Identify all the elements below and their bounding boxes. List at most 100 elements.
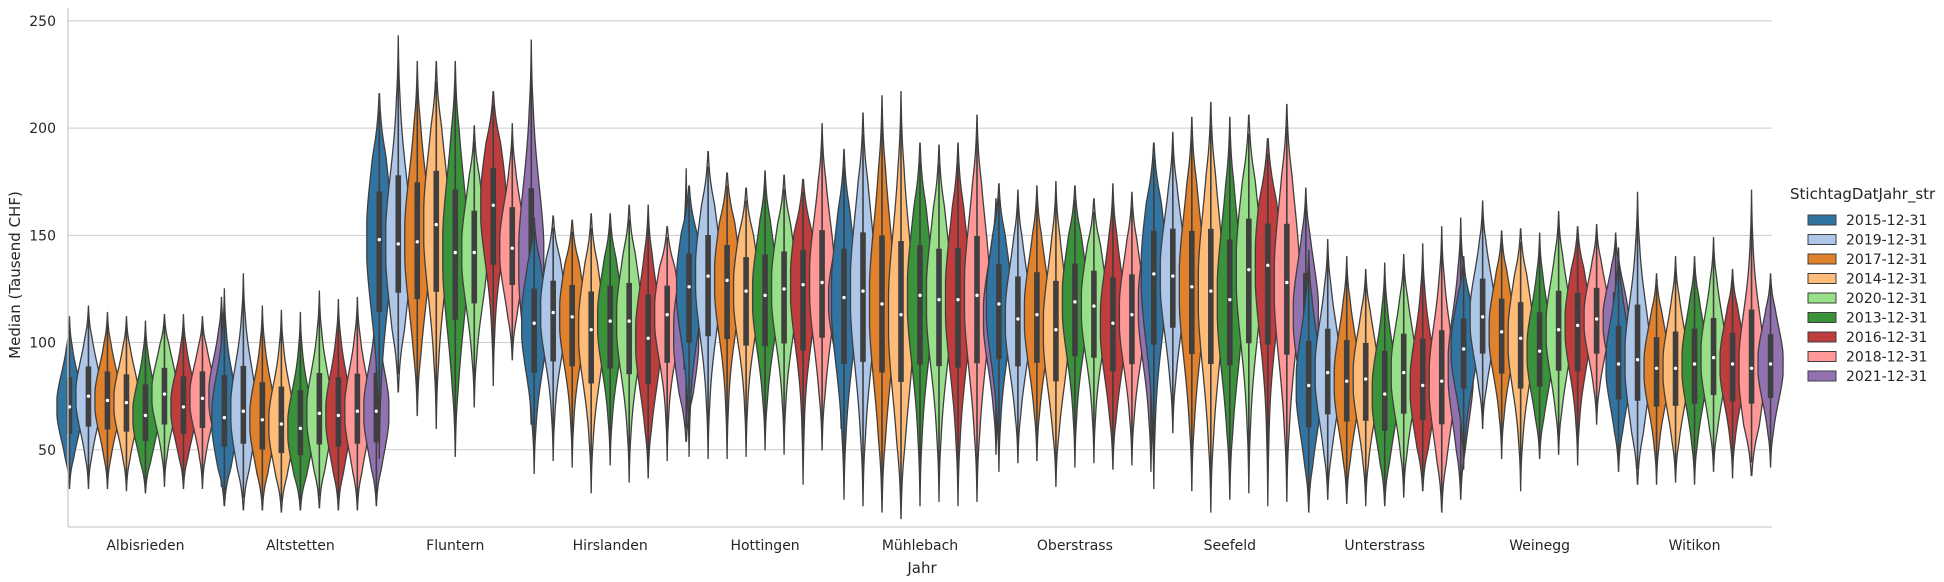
violin-median-point bbox=[1035, 312, 1039, 317]
violin-median-point bbox=[396, 242, 400, 246]
violin-median-point bbox=[1461, 347, 1466, 351]
violin-median-point bbox=[1692, 362, 1697, 366]
x-tick-label: Witikon bbox=[1669, 538, 1721, 554]
violin-iqr-box bbox=[259, 382, 266, 450]
violin-median-point bbox=[997, 302, 1001, 306]
violin-iqr-box bbox=[180, 376, 187, 434]
violin-median-point bbox=[918, 293, 922, 298]
violin-median-point bbox=[1190, 285, 1194, 289]
legend-swatch bbox=[1807, 253, 1837, 265]
violin-iqr-box bbox=[1381, 350, 1388, 431]
legend-label: 2015-12-31 bbox=[1846, 213, 1927, 229]
violin-iqr-box bbox=[626, 282, 632, 375]
category-group bbox=[985, 181, 1165, 487]
violin-median-point bbox=[1421, 383, 1425, 388]
violin-median-point bbox=[434, 222, 438, 227]
violin-iqr-box bbox=[781, 251, 787, 344]
violin-iqr-box bbox=[376, 191, 383, 312]
violin-median-point bbox=[1440, 379, 1444, 383]
violin-median-point bbox=[1594, 317, 1599, 321]
violin-median-point bbox=[1635, 358, 1640, 362]
violin-iqr-box bbox=[1284, 223, 1290, 355]
violin-iqr-box bbox=[1517, 302, 1524, 389]
violin-median-point bbox=[687, 285, 691, 289]
violin-iqr-box bbox=[1129, 274, 1135, 365]
violin-iqr-box bbox=[1653, 337, 1660, 407]
legend-swatch bbox=[1807, 331, 1837, 343]
violin-iqr-box bbox=[1460, 318, 1467, 389]
violin-iqr-box bbox=[1419, 338, 1426, 421]
violin-iqr-box bbox=[395, 175, 402, 293]
violin-median-point bbox=[532, 321, 536, 325]
y-tick-label: 250 bbox=[29, 14, 56, 30]
violin-iqr-box bbox=[278, 386, 285, 454]
violin-median-point bbox=[1130, 312, 1134, 317]
violin-iqr-box bbox=[1767, 334, 1774, 398]
violin-iqr-box bbox=[1498, 298, 1505, 374]
violin-median-point bbox=[763, 293, 767, 298]
violin-median-point bbox=[1537, 349, 1542, 353]
violin-median-point bbox=[665, 312, 669, 317]
violin-iqr-box bbox=[1208, 228, 1214, 364]
violin-iqr-box bbox=[743, 257, 749, 346]
violin-iqr-box bbox=[1593, 287, 1600, 354]
category-group bbox=[1605, 189, 1784, 485]
violin-median-point bbox=[1266, 263, 1270, 268]
violin-median-point bbox=[842, 295, 846, 300]
violin-iqr-box bbox=[860, 232, 866, 362]
violin-iqr-box bbox=[588, 291, 594, 384]
category-group bbox=[1295, 217, 1474, 513]
violin-iqr-box bbox=[1438, 330, 1445, 425]
x-tick-label: Weinegg bbox=[1509, 538, 1570, 554]
violin-iqr-box bbox=[531, 288, 537, 373]
violin-iqr-box bbox=[664, 285, 670, 363]
violin-iqr-box bbox=[686, 253, 692, 343]
violin-median-point bbox=[181, 405, 186, 409]
violin-median-point bbox=[880, 302, 884, 306]
legend-title: StichtagDatJahr_str bbox=[1790, 185, 1936, 204]
violin-median-point bbox=[1654, 366, 1659, 370]
violin-iqr-box bbox=[1189, 230, 1195, 355]
violin-median-point bbox=[491, 203, 495, 208]
category-group bbox=[1450, 200, 1629, 492]
violin-iqr-box bbox=[1170, 228, 1176, 328]
violin-median-point bbox=[1092, 304, 1096, 308]
violin-median-point bbox=[1209, 289, 1213, 293]
y-tick-label: 100 bbox=[29, 336, 56, 352]
violin-iqr-box bbox=[354, 373, 361, 444]
violin-median-point bbox=[162, 392, 167, 396]
legend-swatch bbox=[1807, 234, 1837, 245]
category-group bbox=[1140, 101, 1319, 513]
violin-median-point bbox=[744, 289, 748, 293]
legend-label: 2014-12-31 bbox=[1846, 272, 1927, 288]
violin-iqr-box bbox=[800, 249, 806, 351]
violin-median-point bbox=[1326, 370, 1330, 375]
legend-swatch bbox=[1807, 273, 1837, 284]
violin-iqr-box bbox=[1362, 342, 1369, 421]
violin-median-point bbox=[801, 282, 805, 287]
legend-label: 2016-12-31 bbox=[1846, 330, 1927, 346]
violin-iqr-box bbox=[1246, 218, 1252, 344]
violin-iqr-box bbox=[1265, 223, 1271, 345]
violin-iqr-box bbox=[490, 167, 497, 265]
violin-median-point bbox=[1228, 297, 1232, 302]
violin-median-point bbox=[1749, 366, 1754, 370]
violin-median-point bbox=[627, 319, 631, 323]
violin-iqr-box bbox=[607, 285, 613, 369]
violin-median-point bbox=[1518, 336, 1523, 340]
violin-iqr-box bbox=[996, 264, 1002, 360]
violin-median-point bbox=[1152, 272, 1156, 276]
legend-swatch bbox=[1807, 351, 1837, 362]
x-tick-label: Fluntern bbox=[426, 538, 484, 554]
violin-median-point bbox=[1383, 392, 1387, 396]
x-tick-label: Albisrieden bbox=[106, 538, 184, 554]
y-axis-title: Median (Tausend CHF) bbox=[6, 191, 24, 359]
violin-iqr-box bbox=[974, 235, 980, 364]
legend-label: 2017-12-31 bbox=[1846, 252, 1927, 268]
violin-median-point bbox=[260, 418, 265, 422]
violin-median-point bbox=[143, 413, 148, 418]
violin-median-point bbox=[1711, 355, 1716, 360]
y-tick-label: 200 bbox=[29, 121, 56, 137]
violin-median-point bbox=[200, 396, 205, 401]
violin-iqr-box bbox=[936, 248, 942, 367]
